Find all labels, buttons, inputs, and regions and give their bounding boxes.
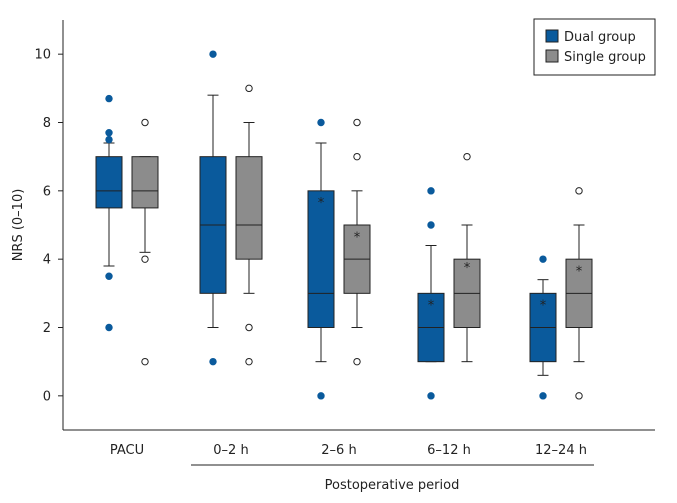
box-single: * (343, 118, 371, 366)
box-single (235, 84, 263, 366)
axes: 0 2 4 6 8 10 (34, 20, 655, 431)
y-tick-label: 10 (34, 48, 51, 63)
mean-marker: * (354, 230, 361, 245)
box-dual: * (417, 187, 445, 400)
outlier-point (245, 357, 253, 366)
legend-label-dual: Dual group (564, 30, 636, 45)
outlier-point (353, 152, 361, 161)
box-iqr (95, 156, 123, 209)
outlier-point (317, 118, 325, 127)
box-single: * (453, 152, 481, 363)
x-category-label: 0–2 h (213, 443, 248, 458)
x-axis-label: Postoperative period (325, 478, 460, 493)
outlier-point (353, 118, 361, 127)
mean-marker: * (576, 264, 583, 279)
outlier-point (317, 392, 325, 400)
y-tick-label: 0 (43, 389, 51, 404)
x-category-label: 2–6 h (321, 443, 356, 458)
box-single (131, 118, 159, 366)
mean-marker: * (318, 196, 325, 211)
box-iqr (131, 156, 159, 209)
outlier-point (539, 255, 547, 263)
box-iqr (235, 156, 263, 260)
box-dual (199, 50, 227, 366)
box-dual: * (307, 118, 335, 400)
box-single: * (565, 187, 593, 400)
mean-marker: * (464, 261, 471, 276)
outlier-point (427, 392, 435, 400)
outlier-point (427, 221, 435, 229)
outlier-point (141, 118, 149, 127)
outlier-point (245, 84, 253, 93)
y-tick-label: 4 (43, 253, 51, 268)
outlier-point (245, 323, 253, 332)
outlier-point (575, 392, 583, 400)
outlier-point (353, 357, 361, 366)
legend-swatch-dual (545, 29, 559, 43)
box-iqr (307, 190, 335, 328)
outlier-point (105, 135, 113, 144)
outlier-point (105, 323, 113, 332)
outlier-point (575, 187, 583, 195)
legend-frame (533, 18, 656, 76)
outlier-point (141, 255, 149, 263)
outlier-point (539, 392, 547, 400)
legend-swatch-single (545, 49, 559, 63)
y-axis-label: NRS (0–10) (11, 189, 26, 262)
outlier-point (427, 187, 435, 195)
outlier-point (105, 272, 113, 280)
outlier-point (141, 357, 149, 366)
outlier-point (105, 129, 113, 137)
box-dual (95, 94, 123, 332)
y-tick-label: 8 (43, 116, 51, 131)
x-category-label: 6–12 h (427, 443, 471, 458)
x-category-label: 12–24 h (535, 443, 587, 458)
mean-marker: * (540, 299, 547, 314)
y-tick-label: 2 (43, 321, 51, 336)
mean-marker: * (428, 299, 435, 314)
legend-label-single: Single group (564, 50, 646, 65)
legend: Dual group Single group (533, 18, 656, 76)
outlier-point (463, 152, 471, 161)
x-category-labels: PACU 0–2 h 2–6 h 6–12 h 12–24 h (110, 443, 587, 458)
y-tick-label: 6 (43, 184, 51, 199)
outlier-point (209, 50, 217, 58)
box-dual: * (529, 255, 557, 400)
outlier-point (209, 357, 217, 366)
box-plot-area: * * * * * * (95, 50, 593, 400)
x-category-label: PACU (110, 443, 144, 458)
outlier-point (105, 94, 113, 103)
